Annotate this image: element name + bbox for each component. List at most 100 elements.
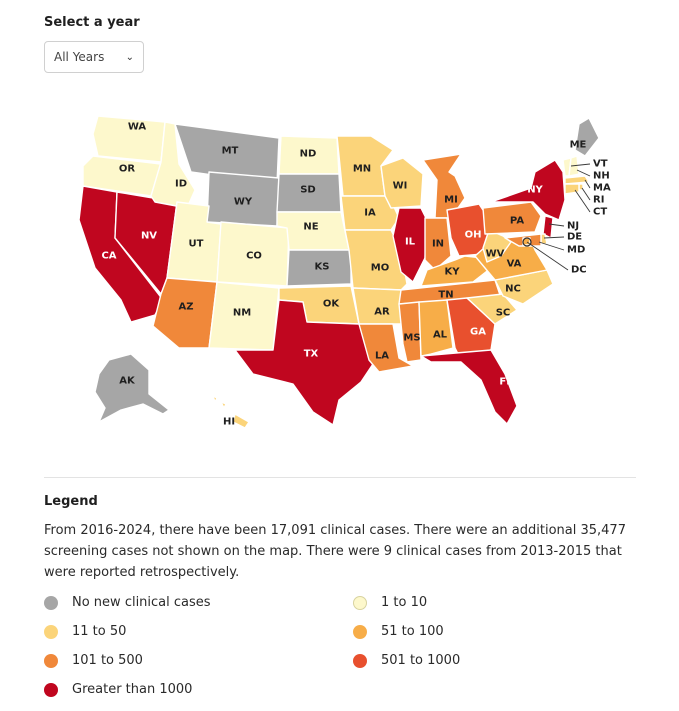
- state-il[interactable]: [392, 207, 428, 283]
- state-label-dc: DC: [571, 265, 587, 276]
- state-az[interactable]: [152, 277, 218, 349]
- year-filter-label: Select a year: [44, 15, 140, 30]
- state-label-wa: WA: [128, 122, 147, 133]
- state-label-ok: OK: [323, 299, 341, 310]
- state-label-az: AZ: [179, 302, 194, 313]
- state-label-ky: KY: [445, 267, 461, 278]
- legend-item-51-to-100: 51 to 100: [353, 624, 444, 639]
- state-label-nj: NJ: [567, 221, 579, 232]
- state-label-ca: CA: [101, 251, 116, 262]
- state-label-nh: NH: [593, 171, 610, 182]
- state-or[interactable]: [82, 155, 162, 197]
- state-label-me: ME: [570, 140, 587, 151]
- state-la[interactable]: [358, 323, 414, 373]
- state-ny[interactable]: [490, 159, 566, 221]
- legend-swatch: [44, 595, 58, 610]
- divider: [44, 477, 636, 478]
- state-ak[interactable]: [94, 353, 170, 423]
- legend-item-label: 101 to 500: [72, 653, 143, 668]
- state-label-ma: MA: [593, 183, 611, 194]
- state-label-hi: HI: [223, 417, 235, 428]
- state-label-ne: NE: [303, 222, 318, 233]
- state-label-vt: VT: [593, 159, 608, 170]
- state-wa[interactable]: [92, 115, 166, 163]
- legend-item-label: 51 to 100: [381, 624, 444, 639]
- state-mi[interactable]: [422, 153, 466, 219]
- legend-swatch: [44, 624, 58, 639]
- legend-swatch: [44, 653, 58, 668]
- state-label-ga: GA: [470, 327, 486, 338]
- state-label-ar: AR: [374, 307, 390, 318]
- state-mo[interactable]: [344, 229, 408, 291]
- state-hi[interactable]: [212, 395, 250, 429]
- legend-item-label: 501 to 1000: [381, 653, 461, 668]
- state-label-ms: MS: [403, 333, 420, 344]
- state-label-mo: MO: [371, 263, 389, 274]
- legend-item-label: Greater than 1000: [72, 682, 193, 697]
- legend-swatch: [353, 653, 367, 668]
- chevron-down-icon: ⌄: [125, 51, 134, 63]
- legend-item-greater-than-1000: Greater than 1000: [44, 682, 192, 697]
- state-label-tn: TN: [438, 290, 453, 301]
- state-label-ut: UT: [189, 239, 204, 250]
- legend-swatch: [353, 624, 367, 639]
- state-label-ct: CT: [593, 207, 607, 218]
- legend-item-11-to-50: 11 to 50: [44, 624, 126, 639]
- state-label-tx: TX: [304, 349, 319, 360]
- state-sc[interactable]: [466, 293, 518, 325]
- leader-line-ct: [574, 189, 591, 213]
- state-label-al: AL: [433, 330, 448, 341]
- legend-title: Legend: [44, 494, 98, 509]
- state-label-or: OR: [119, 164, 136, 175]
- state-me[interactable]: [574, 117, 600, 157]
- state-al[interactable]: [418, 299, 454, 357]
- state-label-pa: PA: [510, 216, 524, 227]
- state-label-sc: SC: [496, 308, 511, 319]
- legend-swatch: [353, 595, 367, 610]
- legend-item-501-to-1000: 501 to 1000: [353, 653, 460, 668]
- state-label-de: DE: [567, 232, 582, 243]
- state-in[interactable]: [424, 217, 452, 271]
- year-select[interactable]: All Years ⌄: [44, 41, 144, 73]
- leader-line-vt: [570, 163, 591, 167]
- legend-item-no-cases: No new clinical cases: [44, 595, 211, 610]
- state-label-wi: WI: [393, 181, 408, 192]
- state-tx[interactable]: [234, 299, 378, 426]
- state-label-mi: MI: [444, 195, 458, 206]
- state-wi[interactable]: [380, 157, 424, 209]
- leader-line-nh: [576, 169, 591, 177]
- state-label-nd: ND: [300, 149, 317, 160]
- state-label-co: CO: [246, 251, 262, 262]
- state-label-ak: AK: [119, 376, 136, 387]
- state-label-ny: NY: [527, 185, 543, 196]
- state-pa[interactable]: [482, 201, 542, 235]
- state-ma[interactable]: [564, 175, 590, 185]
- leader-line-ri: [581, 187, 591, 201]
- state-label-oh: OH: [465, 230, 482, 241]
- state-ks[interactable]: [286, 249, 352, 287]
- leader-line-ma: [584, 179, 591, 189]
- dc-marker: [522, 237, 532, 247]
- state-label-mn: MN: [353, 164, 371, 175]
- legend-description: From 2016-2024, there have been 17,091 c…: [44, 523, 626, 580]
- leader-line-dc: [526, 241, 569, 271]
- legend-item-label: 11 to 50: [72, 624, 127, 639]
- state-label-md: MD: [567, 245, 585, 256]
- state-label-la: LA: [375, 351, 389, 362]
- state-label-wv: WV: [486, 249, 505, 260]
- state-label-nc: NC: [505, 284, 521, 295]
- leader-line-md: [538, 241, 565, 251]
- leader-line-nj: [548, 223, 565, 227]
- us-map: WA OR CA NV ID MT WY UT CO AZ NM ND SD NE KS OK TX MN IA MO…: [78, 115, 611, 429]
- year-select-value: All Years: [54, 50, 105, 64]
- state-label-nv: NV: [141, 231, 157, 242]
- leader-line-de: [543, 236, 565, 239]
- state-fl[interactable]: [420, 349, 518, 425]
- legend-item-1-to-10: 1 to 10: [353, 595, 427, 610]
- legend-swatch: [44, 682, 58, 697]
- state-label-mt: MT: [222, 146, 239, 157]
- state-label-ri: RI: [593, 195, 604, 206]
- legend-item-label: No new clinical cases: [72, 595, 211, 610]
- state-label-id: ID: [175, 179, 187, 190]
- state-ms[interactable]: [398, 301, 422, 363]
